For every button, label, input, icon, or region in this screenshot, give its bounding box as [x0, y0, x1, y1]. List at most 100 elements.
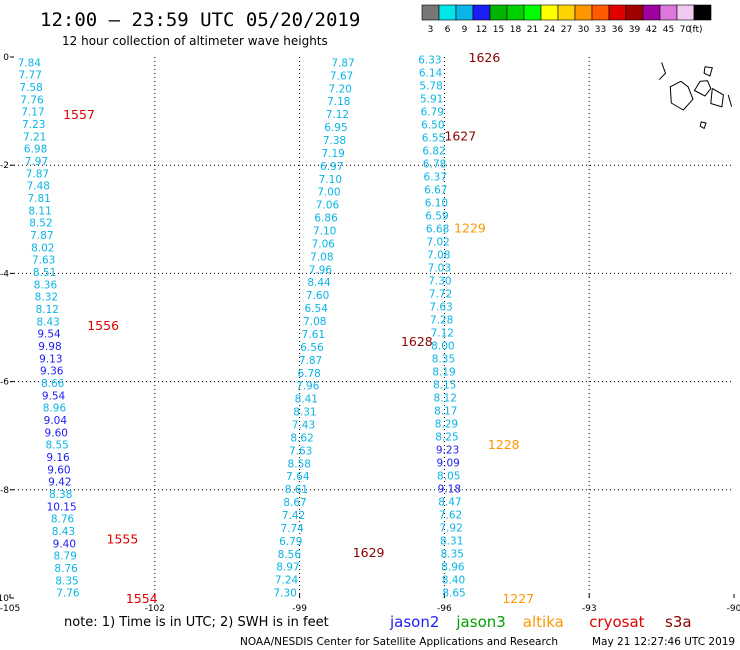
legend-tick-label: 36: [612, 25, 624, 35]
wave-height-value: 9.16: [46, 452, 70, 464]
legend-tick-label: 12: [476, 25, 487, 35]
wave-height-value: 7.19: [321, 148, 344, 160]
wave-height-value: 7.81: [27, 193, 50, 205]
island-outline: [658, 62, 667, 81]
wave-height-value: 7.97: [25, 156, 48, 168]
legend-tick-label: 15: [493, 25, 504, 35]
wave-height-value: 7.00: [317, 187, 340, 199]
wave-height-value: 7.17: [21, 107, 44, 119]
legend-swatch: [455, 4, 474, 21]
pass-label: 1555: [107, 531, 139, 546]
legend-tick-label: 42: [646, 25, 657, 35]
wave-height-value: 7.74: [280, 523, 304, 535]
y-tick-label: 0: [3, 53, 9, 63]
pass-label: 1228: [488, 437, 520, 452]
legend-swatch: [506, 4, 525, 21]
wave-height-value: 7.28: [430, 315, 453, 327]
satellite-label: jason3: [455, 613, 505, 631]
wave-height-value: 9.42: [48, 477, 71, 489]
legend-swatch: [438, 4, 457, 21]
wave-height-value: 8.44: [307, 277, 331, 289]
wave-height-value: 7.08: [310, 251, 333, 263]
legend-swatch: [693, 4, 712, 21]
wave-height-value: 7.43: [292, 419, 315, 431]
pass-label: 1556: [87, 318, 119, 333]
wave-height-value: 7.60: [306, 290, 329, 302]
wave-height-value: 8.58: [288, 458, 311, 470]
island-outline: [699, 121, 707, 130]
legend-swatch: [642, 4, 661, 21]
wave-height-value: 7.42: [282, 510, 305, 522]
legend-tick-label: 45: [663, 25, 674, 35]
wave-height-value: 8.76: [51, 514, 75, 526]
wave-height-value: 9.98: [38, 341, 61, 353]
wave-height-value: 8.56: [278, 549, 302, 561]
island-outline: [693, 80, 712, 97]
wave-height-value: 6.33: [418, 55, 441, 67]
wave-height-value: 7.06: [316, 200, 340, 212]
wave-height-value: 7.96: [309, 264, 333, 276]
wave-height-value: 7.24: [275, 575, 299, 587]
satellite-label: s3a: [665, 613, 692, 631]
wave-height-value: 5.91: [420, 94, 443, 106]
wave-height-value: 6.98: [24, 144, 47, 156]
wave-height-value: 9.60: [45, 427, 68, 439]
wave-height-value: 6.54: [305, 303, 329, 315]
chart-subtitle: 12 hour collection of altimeter wave hei…: [62, 34, 328, 48]
legend-tick-label: 70: [680, 25, 692, 35]
wave-height-value: 7.12: [326, 109, 349, 121]
pass-label: 1227: [502, 591, 534, 606]
legend-swatch: [591, 4, 610, 21]
legend-tick-label: 21: [527, 25, 538, 35]
x-tick-label: -93: [582, 604, 597, 614]
wave-height-value: 8.96: [441, 562, 465, 574]
wave-height-value: 7.67: [330, 70, 353, 82]
wave-height-value: 8.05: [437, 471, 460, 483]
wave-height-value: 8.29: [435, 419, 458, 431]
wave-height-value: 8.36: [34, 279, 58, 291]
pass-label: 1554: [126, 591, 158, 606]
legend-swatch: [608, 4, 627, 21]
pass-label: 1229: [454, 220, 486, 235]
legend-swatch: [659, 4, 678, 21]
wave-height-value: 8.15: [433, 380, 456, 392]
island-outline: [710, 87, 724, 108]
wave-height-value: 8.65: [442, 588, 465, 600]
wave-height-value: 9.13: [39, 353, 62, 365]
galapagos-islands: [658, 62, 733, 130]
wave-height-value: 7.23: [22, 119, 45, 131]
wave-height-value: 9.18: [438, 484, 461, 496]
wave-height-value: 6.95: [324, 122, 347, 134]
wave-height-value: 9.60: [47, 464, 70, 476]
wave-height-value: 7.63: [429, 302, 452, 314]
pass-label: 1627: [444, 128, 476, 143]
x-tick-label: -99: [292, 604, 307, 614]
satellite-legend: jason2 jason3 altika cryosat s3a: [389, 613, 692, 631]
wave-height-value: 7.08: [303, 316, 326, 328]
wave-height-value: 8.35: [441, 549, 464, 561]
wave-height-value: 10.15: [47, 501, 77, 513]
y-tick-label: -2: [0, 161, 9, 171]
wave-height-value: 8.31: [440, 536, 463, 548]
wave-height-value: 9.54: [37, 329, 61, 341]
wave-height-value: 7.84: [18, 57, 42, 69]
wave-height-value: 8.41: [295, 394, 318, 406]
wave-height-value: 6.55: [422, 133, 445, 145]
wave-height-value: 7.08: [427, 250, 450, 262]
wave-height-value: 9.36: [40, 366, 64, 378]
wave-height-value: 6.50: [421, 120, 444, 132]
pass-label: 1626: [469, 50, 501, 65]
footer-timestamp: May 21 12:27:46 UTC 2019: [592, 636, 735, 648]
wave-height-value: 7.64: [286, 471, 310, 483]
wave-height-value: 7.61: [302, 329, 325, 341]
wave-height-value: 7.20: [329, 83, 352, 95]
wave-height-value: 8.67: [283, 497, 306, 509]
footer-credit: NOAA/NESDIS Center for Satellite Applica…: [240, 636, 558, 648]
wave-height-value: 8.66: [41, 378, 65, 390]
wave-height-value: 8.79: [54, 551, 77, 563]
wave-height-value: 7.10: [313, 226, 336, 238]
wave-height-value: 6.10: [425, 198, 448, 210]
wave-height-value: 7.76: [56, 588, 80, 600]
wave-height-value: 8.35: [55, 575, 78, 587]
wave-height-value: 9.04: [44, 415, 68, 427]
